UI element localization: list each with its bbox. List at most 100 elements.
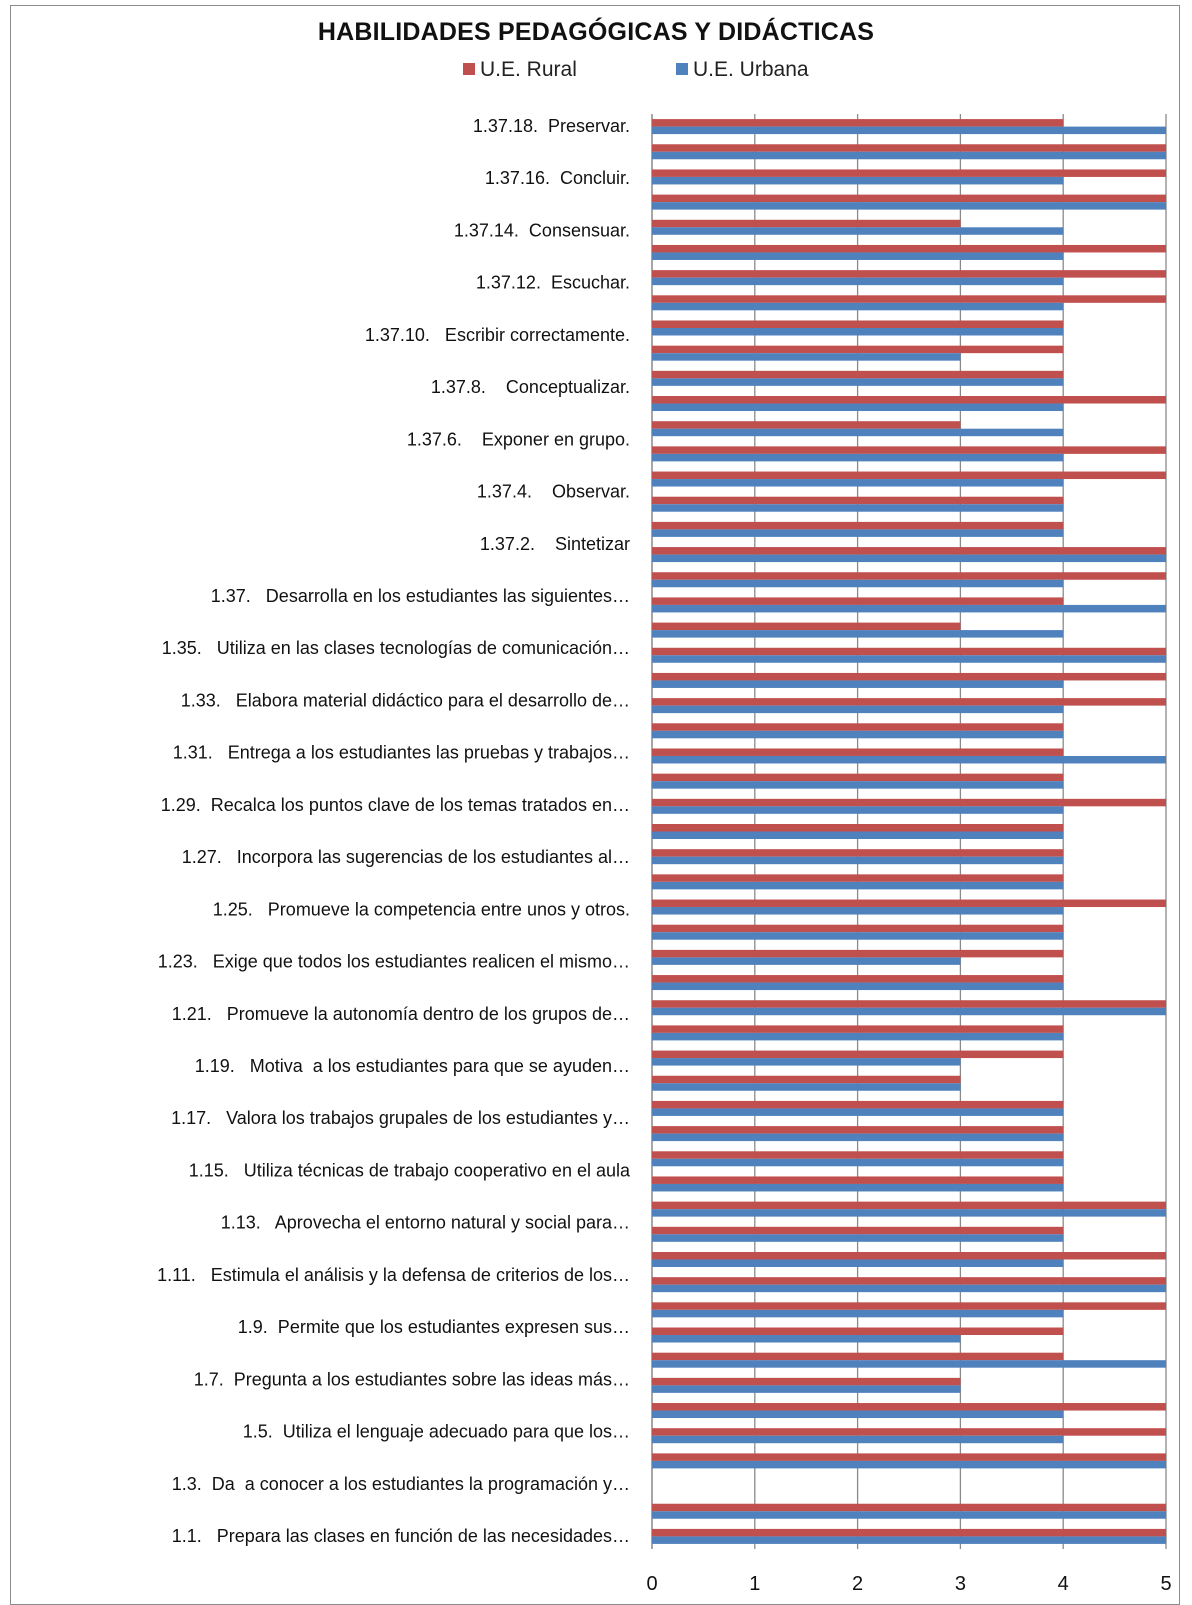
category-label: 1.15. Utiliza técnicas de trabajo cooper… (189, 1160, 631, 1180)
category-label: 1.37.2. Sintetizar (480, 534, 630, 554)
bar-urbana (652, 1335, 961, 1343)
bar-urbana (652, 881, 1064, 890)
bar-urbana (652, 277, 1064, 286)
bar-urbana (652, 579, 1064, 588)
bar-urbana (652, 403, 1064, 412)
bar-rural (652, 471, 1166, 480)
bar-urbana (652, 831, 1064, 839)
bar-urbana (652, 1083, 961, 1091)
category-label: 1.21. Promueve la autonomía dentro de lo… (172, 1004, 630, 1024)
bar-rural (652, 1377, 961, 1386)
bar-rural (652, 622, 961, 631)
category-label: 1.25. Promueve la competencia entre unos… (213, 899, 630, 919)
bar-urbana (652, 1058, 961, 1066)
bar-rural (652, 572, 1166, 580)
bar-urbana (652, 504, 1064, 512)
bar-rural (652, 1428, 1166, 1436)
bar-rural (652, 1528, 1166, 1537)
category-label: 1.37.18. Preservar. (473, 116, 630, 136)
bar-rural (652, 1201, 1166, 1210)
bar-urbana (652, 353, 961, 361)
legend-swatch-urbana (676, 63, 688, 75)
bar-rural (652, 1251, 1166, 1260)
bar-rural (652, 924, 1064, 933)
bar-urbana (652, 202, 1166, 210)
bar-urbana (652, 907, 1064, 915)
category-label: 1.19. Motiva a los estudiantes para que … (195, 1056, 630, 1076)
bar-rural (652, 119, 1064, 127)
x-tick-label: 2 (852, 1573, 863, 1595)
bar-urbana (652, 151, 1166, 160)
bar-urbana (652, 982, 1064, 991)
bar-rural (652, 1025, 1064, 1033)
bar-rural (652, 496, 1064, 505)
x-tick-label: 3 (955, 1573, 966, 1595)
category-label: 1.37.14. Consensuar. (454, 220, 630, 240)
chart-title: HABILIDADES PEDAGÓGICAS Y DIDÁCTICAS (317, 18, 875, 46)
bar-urbana (652, 1108, 1064, 1116)
bar-rural (652, 1176, 1064, 1184)
bar-urbana (652, 957, 961, 965)
category-label: 1.35. Utiliza en las clases tecnologías … (162, 638, 630, 658)
bar-urbana (652, 176, 1064, 185)
bar-urbana (652, 1360, 1166, 1368)
category-label: 1.37.4. Observar. (477, 482, 630, 502)
bar-urbana (652, 428, 1064, 437)
bar-rural (652, 899, 1166, 908)
bar-rural (652, 647, 1166, 656)
bar-rural (652, 1403, 1166, 1411)
category-label: 1.11. Estimula el análisis y la defensa … (157, 1265, 630, 1285)
category-label: 1.31. Entrega a los estudiantes las prue… (173, 743, 630, 763)
bar-rural (652, 1352, 1064, 1361)
legend-item-rural: U.E. Rural (463, 58, 577, 82)
bar-rural (652, 1126, 1064, 1134)
bar-rural (652, 1453, 1166, 1461)
bar-rural (652, 1277, 1166, 1285)
bar-rural (652, 723, 1064, 731)
bar-urbana (652, 680, 1064, 688)
bar-urbana (652, 856, 1064, 865)
legend-item-urbana: U.E. Urbana (676, 58, 809, 82)
bar-urbana (652, 705, 1064, 714)
bar-urbana (652, 453, 1064, 462)
bar-rural (652, 270, 1166, 278)
bar-rural (652, 1050, 1064, 1059)
category-label: 1.37. Desarrolla en los estudiantes las … (211, 586, 630, 606)
bar-urbana (652, 1158, 1064, 1167)
bar-urbana (652, 1183, 1064, 1192)
category-label: 1.3. Da a conocer a los estudiantes la p… (172, 1474, 630, 1494)
bar-rural (652, 1302, 1166, 1310)
category-label: 1.37.16. Concluir. (485, 168, 630, 188)
category-label: 1.7. Pregunta a los estudiantes sobre la… (194, 1369, 630, 1389)
bar-rural (652, 824, 1064, 832)
bar-urbana (652, 302, 1064, 311)
bar-urbana (652, 1234, 1064, 1242)
bar-urbana (652, 1259, 1064, 1267)
bar-urbana (652, 1460, 1166, 1469)
bar-rural (652, 1226, 1064, 1235)
category-label: 1.17. Valora los trabajos grupales de lo… (171, 1108, 630, 1128)
bar-urbana (652, 755, 1166, 764)
bar-rural (652, 446, 1166, 454)
category-label: 1.37.8. Conceptualizar. (431, 377, 630, 397)
bar-urbana (652, 1511, 1166, 1519)
bar-urbana (652, 529, 1064, 537)
bar-urbana (652, 1435, 1064, 1444)
bar-urbana (652, 630, 1064, 638)
bar-urbana (652, 252, 1064, 260)
bar-rural (652, 1100, 1064, 1109)
bar-urbana (652, 1385, 961, 1393)
bar-rural (652, 370, 1064, 379)
bar-rural (652, 219, 961, 228)
category-label: 1.9. Permite que los estudiantes exprese… (238, 1317, 630, 1337)
bar-rural (652, 295, 1166, 303)
bar-urbana (652, 1309, 1064, 1318)
bar-urbana (652, 1410, 1064, 1419)
bar-rural (652, 874, 1064, 882)
category-label: 1.33. Elabora material didáctico para el… (181, 690, 630, 710)
chart-legend: U.E. Rural U.E. Urbana (0, 58, 1192, 86)
bar-urbana (652, 932, 1064, 940)
bar-urbana (652, 227, 1064, 235)
x-tick-label: 5 (1160, 1573, 1171, 1595)
